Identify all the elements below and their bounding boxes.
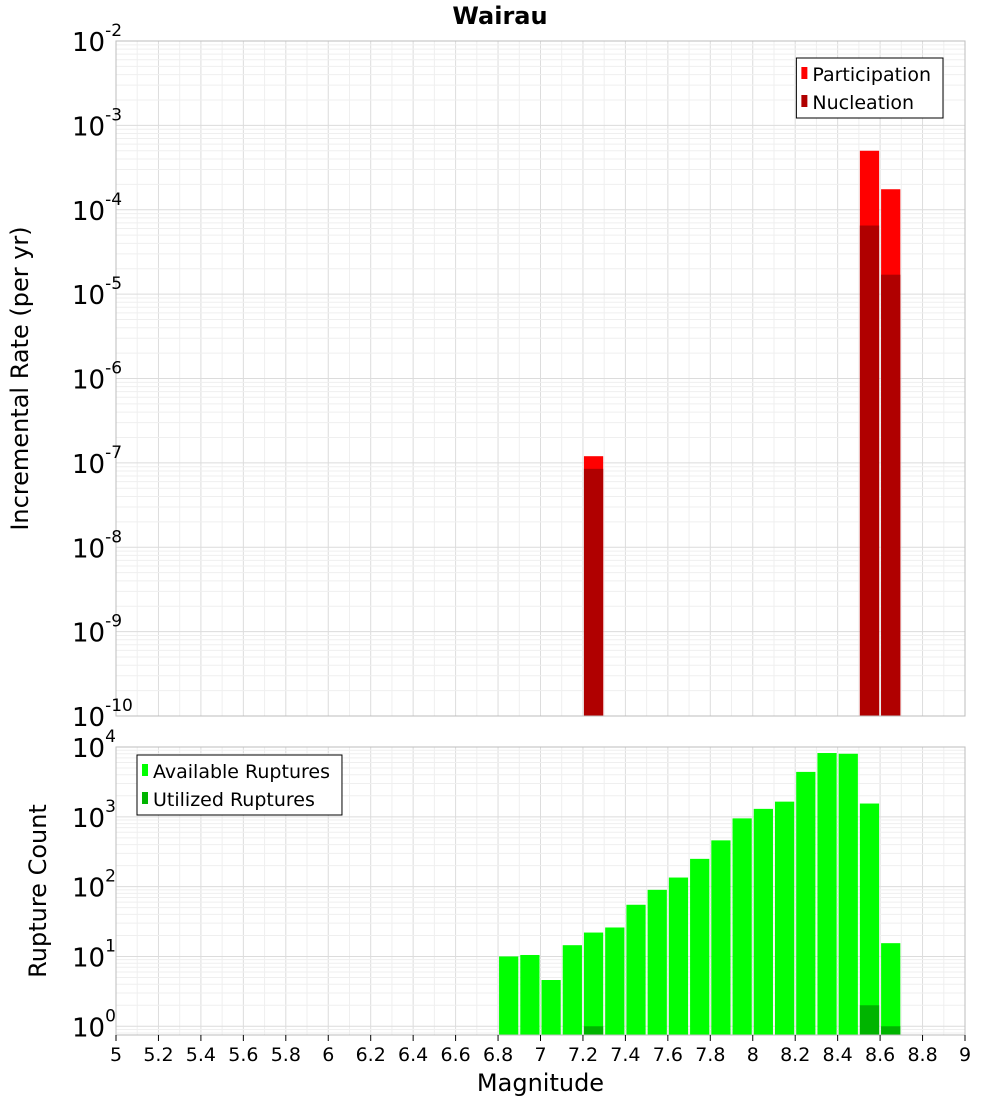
bar-nucleation (881, 274, 901, 716)
x-tick-label: 6.8 (483, 1044, 513, 1066)
y-tick-label: 100 (72, 1006, 116, 1043)
bar-available-ruptures (626, 904, 646, 1035)
top-plot-bars (583, 150, 901, 717)
bottom-legend: Available Ruptures Utilized Ruptures (136, 754, 343, 816)
top-legend: Participation Nucleation (795, 57, 944, 119)
y-tick-label: 10-6 (72, 359, 122, 396)
bottom-y-ticks: 104 103 102 101 100 (72, 727, 116, 1043)
x-tick-label: 5.8 (271, 1044, 301, 1066)
bar-available-ruptures (711, 840, 731, 1035)
bar-available-ruptures (520, 954, 540, 1035)
legend-entry: Utilized Ruptures (153, 789, 315, 811)
x-tick-label: 8.2 (780, 1044, 810, 1066)
bar-available-ruptures (753, 808, 773, 1035)
x-tick-label: 7.6 (653, 1044, 683, 1066)
bar-available-ruptures (499, 956, 519, 1035)
legend-box (136, 754, 343, 816)
bar-utilized-ruptures (583, 1026, 604, 1035)
y-tick-label: 104 (72, 727, 116, 764)
x-ticks: 5 5.2 5.4 5.6 5.8 6 6.2 6.4 6.6 6.8 7 7.2 7.4 7.6 7.8 8… (110, 1035, 971, 1066)
y-tick-label: 10-9 (72, 612, 122, 649)
x-tick-label: 7.4 (610, 1044, 640, 1066)
legend-entry: Available Ruptures (153, 761, 330, 783)
bottom-y-axis-label: Rupture Count (24, 804, 52, 978)
y-tick-label: 10-2 (72, 21, 122, 58)
x-tick-label: 8.6 (865, 1044, 895, 1066)
legend-swatch (142, 764, 148, 776)
y-tick-label: 10-8 (72, 527, 122, 564)
x-tick-label: 5 (110, 1044, 122, 1066)
bar-available-ruptures (732, 818, 752, 1035)
bar-available-ruptures (562, 945, 582, 1035)
bar-available-ruptures (817, 753, 837, 1035)
top-plot-grid (115, 40, 966, 717)
x-tick-label: 6.2 (356, 1044, 386, 1066)
bar-available-ruptures (605, 927, 625, 1035)
legend-entry: Participation (812, 64, 931, 86)
top-plot-frame (115, 40, 966, 717)
legend-swatch (142, 792, 148, 804)
bar-available-ruptures (774, 801, 795, 1035)
x-tick-label: 7.8 (695, 1044, 725, 1066)
bottom-plot-bars (499, 753, 901, 1035)
bar-available-ruptures (859, 803, 880, 1035)
bar-available-ruptures (541, 980, 561, 1035)
bar-available-ruptures (881, 943, 901, 1035)
x-tick-label: 8.4 (823, 1044, 853, 1066)
legend-swatch (801, 67, 808, 79)
x-tick-label: 5.6 (228, 1044, 258, 1066)
y-tick-label: 10-10 (72, 696, 133, 733)
y-tick-label: 10-7 (72, 443, 122, 480)
x-tick-label: 5.4 (186, 1044, 216, 1066)
legend-swatch (801, 95, 808, 107)
bar-available-ruptures (796, 771, 816, 1035)
top-y-ticks: 10-2 10-3 10-4 10-5 10-6 10-7 10-8 10-9 10-10 (72, 21, 133, 733)
y-tick-label: 10-5 (72, 274, 122, 311)
y-tick-label: 102 (72, 867, 116, 904)
x-tick-label: 6.4 (398, 1044, 428, 1066)
x-axis-label: Magnitude (477, 1069, 604, 1097)
x-tick-label: 7 (534, 1044, 546, 1066)
chart-title: Wairau (452, 2, 547, 30)
bar-nucleation (583, 468, 604, 716)
y-tick-label: 101 (72, 936, 116, 973)
bar-nucleation (859, 225, 880, 716)
x-tick-label: 8 (747, 1044, 759, 1066)
legend-box (795, 57, 944, 119)
bar-available-ruptures (583, 932, 604, 1035)
legend-entry: Nucleation (812, 92, 914, 114)
y-tick-label: 10-3 (72, 105, 122, 142)
bar-utilized-ruptures (859, 1005, 880, 1035)
bar-available-ruptures (690, 858, 710, 1035)
x-tick-label: 9 (959, 1044, 971, 1066)
x-tick-label: 6 (322, 1044, 334, 1066)
bar-available-ruptures (668, 877, 689, 1035)
x-tick-label: 5.2 (143, 1044, 173, 1066)
y-tick-label: 103 (72, 797, 116, 834)
y-tick-label: 10-4 (72, 190, 122, 227)
x-tick-label: 6.6 (440, 1044, 470, 1066)
x-tick-label: 7.2 (568, 1044, 598, 1066)
top-y-axis-label: Incremental Rate (per yr) (6, 226, 34, 530)
bar-available-ruptures (647, 889, 667, 1035)
bar-available-ruptures (838, 753, 858, 1035)
bar-utilized-ruptures (881, 1026, 901, 1035)
x-tick-label: 8.8 (907, 1044, 937, 1066)
